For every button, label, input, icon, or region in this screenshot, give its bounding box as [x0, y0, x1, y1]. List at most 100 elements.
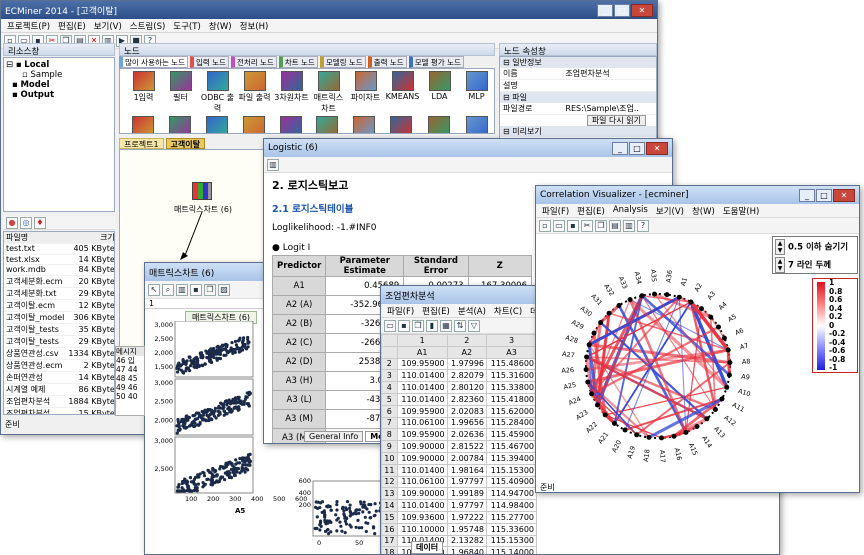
data-cell[interactable]: 115.45900: [486, 428, 537, 442]
data-cell[interactable]: 1.98164: [446, 463, 488, 477]
table-row[interactable]: 3 110.01400 2.82079 115.31600: [381, 369, 537, 383]
variable-node[interactable]: [634, 432, 640, 438]
variable-node[interactable]: [671, 433, 677, 439]
data-cell[interactable]: 1.99656: [446, 416, 488, 430]
close-button[interactable]: ✕: [833, 188, 855, 202]
minimize-button[interactable]: _: [612, 141, 628, 155]
row-number[interactable]: 4: [381, 381, 398, 394]
data-cell[interactable]: 109.95900: [396, 357, 448, 371]
row-number[interactable]: 11: [381, 463, 398, 477]
new-icon[interactable]: ▫: [539, 219, 551, 232]
variable-node[interactable]: [708, 314, 714, 320]
table-row[interactable]: 15 109.93600 1.97222 115.27700: [381, 510, 537, 524]
data-cell[interactable]: 1.97996: [446, 357, 488, 371]
data-cell[interactable]: 2.00784: [446, 451, 488, 465]
menu-item[interactable]: 파일(F): [387, 307, 415, 317]
filter-icon[interactable]: ▽: [468, 319, 480, 332]
data-cell[interactable]: 110.01400: [396, 499, 448, 512]
save-icon[interactable]: ▪: [567, 219, 579, 232]
open-icon[interactable]: ▭: [553, 219, 565, 232]
data-grid[interactable]: 1 2 3 A1 A2 A3 2 109.95900 1.97996 115.48600 3 110.…: [381, 334, 537, 554]
data-cell[interactable]: 2.13282: [446, 534, 488, 548]
line-width-spinner[interactable]: ▲ ▼: [775, 257, 785, 273]
copy-icon[interactable]: ❐: [595, 219, 607, 232]
file-name[interactable]: 상품연관성.ecm: [4, 359, 67, 372]
file-name[interactable]: 조업편차분석: [4, 407, 67, 414]
data-cell[interactable]: 2.02083: [446, 404, 488, 418]
help-icon[interactable]: ?: [637, 219, 649, 232]
file-name[interactable]: 고객세분화.ecm: [4, 275, 67, 288]
data-cell[interactable]: 115.41800: [486, 392, 537, 406]
copy-icon[interactable]: ❐: [204, 283, 216, 296]
sort-icon[interactable]: ⇅: [454, 319, 466, 332]
data-cell[interactable]: 109.90000: [396, 487, 448, 501]
row-number[interactable]: 17: [381, 534, 398, 548]
menu-item[interactable]: 차트(C): [493, 307, 523, 317]
node-row1-8[interactable]: LDA: [422, 71, 457, 114]
variable-node[interactable]: [598, 320, 604, 325]
file-name[interactable]: 고객이탈.ecm: [4, 299, 67, 312]
save-icon[interactable]: ▪: [398, 319, 410, 332]
data-cell[interactable]: 2.81522: [446, 440, 488, 453]
menu-item[interactable]: 창(W): [691, 207, 715, 217]
image-icon[interactable]: ▨: [218, 283, 230, 296]
table-row[interactable]: 2 109.95900 1.97996 115.48600: [381, 357, 537, 371]
table-row[interactable]: 5 110.01400 2.82360 115.41800: [381, 392, 537, 406]
print-icon[interactable]: ▥: [176, 283, 188, 296]
variable-node[interactable]: [585, 379, 591, 385]
variable-node[interactable]: [627, 297, 633, 303]
table-row[interactable]: 12 110.06100 1.97797 115.40900: [381, 475, 537, 489]
menu-item[interactable]: 정보(H): [239, 22, 269, 32]
data-cell[interactable]: 110.10000: [396, 522, 448, 536]
file-row[interactable]: 고객이탈.ecm 12 KByte: [4, 299, 114, 312]
variable-node[interactable]: [639, 293, 645, 299]
file-row[interactable]: 고객세분화.txt 29 KByte: [4, 287, 114, 300]
menu-item[interactable]: 도구(T): [173, 22, 201, 32]
data-cell[interactable]: 115.48600: [486, 357, 537, 371]
print-icon[interactable]: ▥: [623, 219, 635, 232]
path-value[interactable]: RES:\Sample\조업..: [562, 103, 656, 115]
node-row1-3[interactable]: 파일 출력: [237, 71, 272, 114]
file-name[interactable]: test.xlsx: [4, 254, 67, 265]
tab-churn[interactable]: 고객이탈: [165, 138, 205, 149]
data-cell[interactable]: 110.06100: [396, 475, 448, 489]
node-tab[interactable]: 많이 사용하는 노드: [119, 56, 188, 68]
pointer-icon[interactable]: ↖: [148, 283, 160, 296]
row-number[interactable]: 10: [381, 451, 398, 465]
menu-item[interactable]: 도움말(H): [722, 207, 760, 217]
node-row2-3[interactable]: 화면표시: [236, 116, 271, 133]
variable-node[interactable]: [724, 384, 730, 390]
menu-item[interactable]: 분석(A): [457, 307, 486, 317]
file-name[interactable]: test.txt: [4, 243, 67, 255]
node-row2-5[interactable]: 바차트: [310, 116, 345, 133]
variable-node[interactable]: [694, 424, 700, 429]
variable-node[interactable]: [591, 330, 597, 336]
table-row[interactable]: 13 109.90000 1.99189 114.94700: [381, 487, 537, 501]
table-row[interactable]: 8 109.95900 2.02636 115.45900: [381, 428, 537, 442]
variable-node[interactable]: [716, 324, 721, 330]
node-row2-0[interactable]: 1변수: [126, 116, 161, 133]
node-row2-4[interactable]: 기본차트: [273, 116, 308, 133]
variable-node[interactable]: [683, 429, 689, 435]
node-row2-2[interactable]: OLEDB 출력: [200, 116, 235, 133]
table-row[interactable]: 10 109.90000 2.00784 115.39400: [381, 451, 537, 465]
table-row[interactable]: 9 109.90000 2.81522 115.46700: [381, 440, 537, 453]
file-row[interactable]: 고객이탈_model 306 KByte: [4, 311, 114, 324]
print-icon[interactable]: ▥: [267, 158, 279, 171]
variable-node[interactable]: [712, 407, 718, 412]
data-cell[interactable]: 110.01400: [396, 463, 448, 477]
node-row1-6[interactable]: 파이차트: [348, 71, 383, 114]
menu-item[interactable]: 편집(E): [58, 22, 86, 32]
file-row[interactable]: work.mdb 84 KByte: [4, 264, 114, 276]
table-row[interactable]: 16 110.10000 1.95748 115.33600: [381, 522, 537, 536]
menu-item[interactable]: 편집(E): [422, 307, 450, 317]
node-tab[interactable]: 입력 노드: [189, 56, 229, 68]
globe-icon[interactable]: ◎: [20, 216, 32, 229]
node-row1-4[interactable]: 3차원차트: [274, 71, 309, 114]
data-cell[interactable]: 2.80120: [446, 381, 488, 394]
row-number[interactable]: 7: [381, 416, 398, 430]
data-cell[interactable]: 1.99189: [446, 487, 488, 501]
tab-data[interactable]: 데이터: [411, 541, 444, 554]
node-row2-7[interactable]: KNN: [383, 116, 418, 133]
menu-item[interactable]: 편집(E): [577, 207, 605, 217]
